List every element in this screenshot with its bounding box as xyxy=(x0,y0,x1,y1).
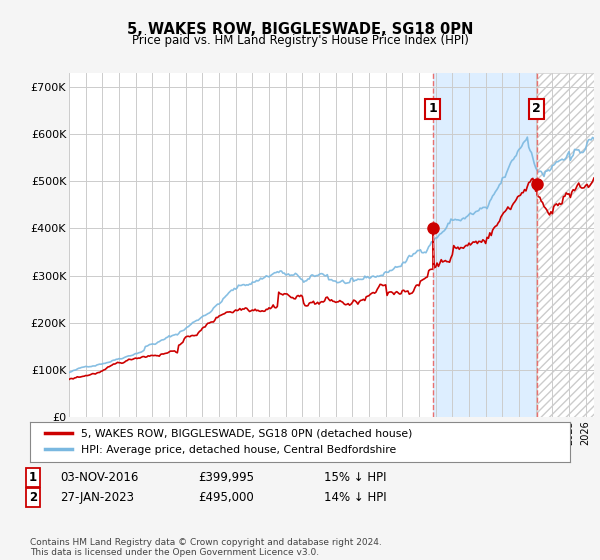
Text: 27-JAN-2023: 27-JAN-2023 xyxy=(60,491,134,504)
Text: Contains HM Land Registry data © Crown copyright and database right 2024.
This d: Contains HM Land Registry data © Crown c… xyxy=(30,538,382,557)
Text: 2: 2 xyxy=(532,102,541,115)
Text: Price paid vs. HM Land Registry's House Price Index (HPI): Price paid vs. HM Land Registry's House … xyxy=(131,34,469,46)
Text: £495,000: £495,000 xyxy=(198,491,254,504)
Text: 14% ↓ HPI: 14% ↓ HPI xyxy=(324,491,386,504)
Text: 03-NOV-2016: 03-NOV-2016 xyxy=(60,470,139,484)
Text: 1: 1 xyxy=(428,102,437,115)
Legend: 5, WAKES ROW, BIGGLESWADE, SG18 0PN (detached house), HPI: Average price, detach: 5, WAKES ROW, BIGGLESWADE, SG18 0PN (det… xyxy=(41,424,416,459)
Bar xyxy=(537,73,594,417)
Text: 15% ↓ HPI: 15% ↓ HPI xyxy=(324,470,386,484)
Text: 5, WAKES ROW, BIGGLESWADE, SG18 0PN: 5, WAKES ROW, BIGGLESWADE, SG18 0PN xyxy=(127,22,473,38)
Text: 1: 1 xyxy=(29,470,37,484)
Text: £399,995: £399,995 xyxy=(198,470,254,484)
Bar xyxy=(433,73,537,417)
Text: 2: 2 xyxy=(29,491,37,504)
